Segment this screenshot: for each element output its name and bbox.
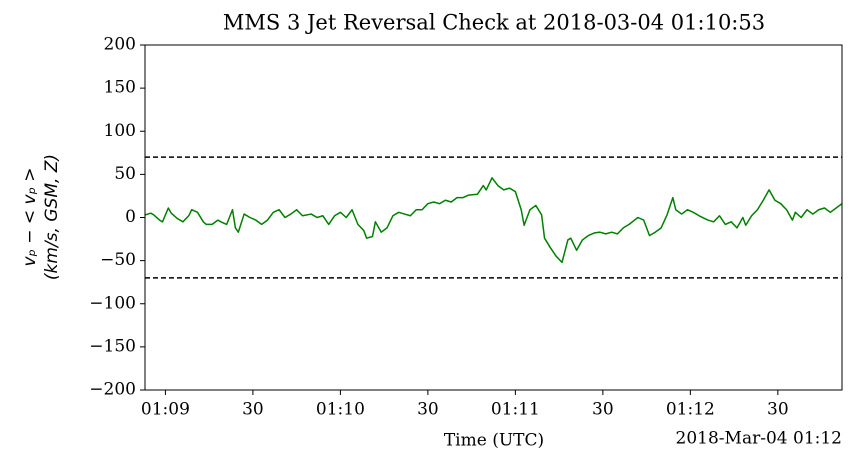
x-tick-label: 30 bbox=[767, 400, 789, 420]
y-axis-label: vₚ − < vₚ > (km/s, GSM, Z) bbox=[20, 154, 62, 280]
y-tick-label: 100 bbox=[104, 121, 136, 141]
y-tick-label: 200 bbox=[104, 35, 136, 55]
y-tick-label: 0 bbox=[125, 207, 136, 227]
chart-title: MMS 3 Jet Reversal Check at 2018-03-04 0… bbox=[223, 11, 765, 35]
x-tick-label: 01:12 bbox=[666, 400, 715, 420]
x-tick-label: 30 bbox=[417, 400, 439, 420]
x-offset-label: 2018-Mar-04 01:12 bbox=[676, 429, 842, 449]
x-tick-label: 01:10 bbox=[316, 400, 365, 420]
plot-frame bbox=[144, 44, 843, 391]
x-tick-label: 30 bbox=[592, 400, 614, 420]
y-label-line: vₚ − < vₚ > bbox=[20, 167, 40, 266]
y-tick-label: −50 bbox=[100, 250, 136, 270]
y-tick-label: 150 bbox=[104, 78, 136, 98]
x-tick-label: 30 bbox=[242, 400, 264, 420]
y-tick-label: −150 bbox=[89, 336, 136, 356]
x-axis-label: Time (UTC) bbox=[444, 431, 544, 451]
x-tick-label: 01:09 bbox=[141, 400, 190, 420]
y-tick-label: −200 bbox=[89, 380, 136, 400]
data-line bbox=[144, 177, 843, 264]
x-tick-label: 01:11 bbox=[491, 400, 540, 420]
y-tick-label: −100 bbox=[89, 293, 136, 313]
y-label-line: (km/s, GSM, Z) bbox=[42, 154, 62, 280]
y-tick-label: 50 bbox=[114, 164, 136, 184]
